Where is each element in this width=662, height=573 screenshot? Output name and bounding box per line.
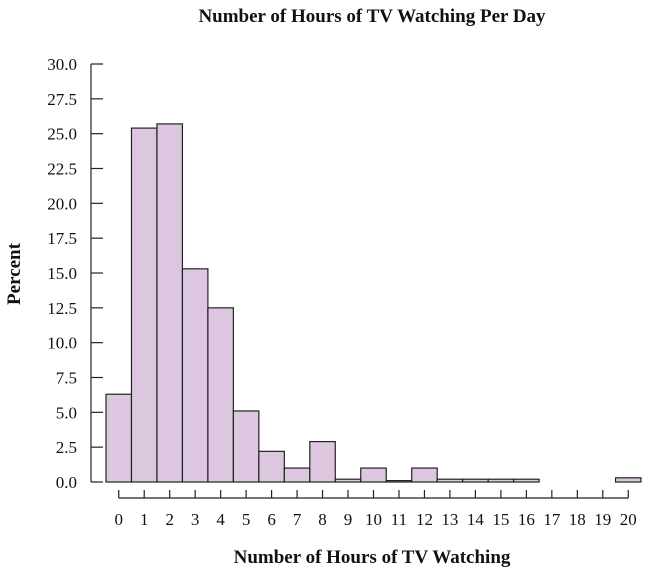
x-tick-label: 17 bbox=[543, 510, 561, 529]
x-tick-label: 4 bbox=[216, 510, 225, 529]
x-tick-label: 0 bbox=[114, 510, 123, 529]
x-tick-label: 15 bbox=[492, 510, 509, 529]
y-tick-label: 27.5 bbox=[47, 90, 77, 109]
bar-6 bbox=[258, 450, 285, 483]
x-tick-label: 14 bbox=[467, 510, 485, 529]
bar-7 bbox=[283, 467, 311, 483]
bar-3 bbox=[181, 268, 209, 483]
bar-11 bbox=[385, 480, 413, 483]
x-tick-label: 2 bbox=[165, 510, 174, 529]
x-tick-label: 7 bbox=[293, 510, 302, 529]
bar-9 bbox=[334, 478, 362, 483]
bar-5 bbox=[232, 410, 260, 483]
y-tick-label: 17.5 bbox=[47, 229, 77, 248]
x-tick-label: 10 bbox=[365, 510, 382, 529]
bar-8 bbox=[309, 440, 336, 483]
y-tick-label: 7.5 bbox=[56, 369, 77, 388]
bar-12 bbox=[411, 467, 438, 483]
y-tick-label: 2.5 bbox=[56, 438, 77, 457]
x-tick-label: 1 bbox=[140, 510, 149, 529]
x-axis: 0 1 2 3 4 5 6 7 8 9 10 11 12 13 14 15 16 17 18 19 20 bbox=[114, 490, 637, 529]
x-tick-label: 3 bbox=[191, 510, 200, 529]
x-tick-label: 6 bbox=[267, 510, 276, 529]
x-tick-label: 8 bbox=[318, 510, 327, 529]
y-tick-label: 15.0 bbox=[47, 264, 77, 283]
bar-0 bbox=[105, 393, 133, 483]
x-tick-label: 20 bbox=[620, 510, 637, 529]
y-axis-title: Percent bbox=[4, 242, 25, 305]
x-tick-label: 16 bbox=[518, 510, 535, 529]
x-tick-label: 5 bbox=[242, 510, 251, 529]
bar-16 bbox=[513, 478, 540, 483]
y-tick-label: 30.0 bbox=[47, 55, 77, 74]
chart-title: Number of Hours of TV Watching Per Day bbox=[198, 6, 546, 27]
y-tick-label: 20.0 bbox=[47, 194, 77, 213]
bar-1 bbox=[130, 127, 158, 483]
x-axis-title: Number of Hours of TV Watching bbox=[234, 547, 511, 568]
bar-14 bbox=[462, 478, 489, 483]
x-tick-label: 11 bbox=[391, 510, 407, 529]
bar-20 bbox=[614, 477, 642, 483]
y-tick-label: 10.0 bbox=[47, 334, 77, 353]
bar-4 bbox=[207, 307, 234, 483]
y-tick-label: 22.5 bbox=[47, 160, 77, 179]
x-tick-label: 19 bbox=[594, 510, 611, 529]
x-tick-label: 18 bbox=[569, 510, 586, 529]
y-tick-label: 12.5 bbox=[47, 299, 77, 318]
bar-10 bbox=[360, 467, 387, 483]
y-tick-label: 25.0 bbox=[47, 125, 77, 144]
bar-15 bbox=[487, 478, 515, 483]
y-axis: 0.0 2.5 5.0 7.5 10.0 12.5 15.0 17.5 20.0 22.5 25.0… bbox=[47, 55, 103, 492]
bar-2 bbox=[156, 123, 184, 483]
x-tick-label: 13 bbox=[441, 510, 458, 529]
y-tick-label: 5.0 bbox=[56, 403, 77, 422]
x-tick-label: 12 bbox=[416, 510, 433, 529]
y-tick-label: 0.0 bbox=[56, 473, 77, 492]
bar-13 bbox=[436, 478, 464, 483]
x-tick-label: 9 bbox=[344, 510, 353, 529]
bars-layer bbox=[105, 123, 642, 483]
